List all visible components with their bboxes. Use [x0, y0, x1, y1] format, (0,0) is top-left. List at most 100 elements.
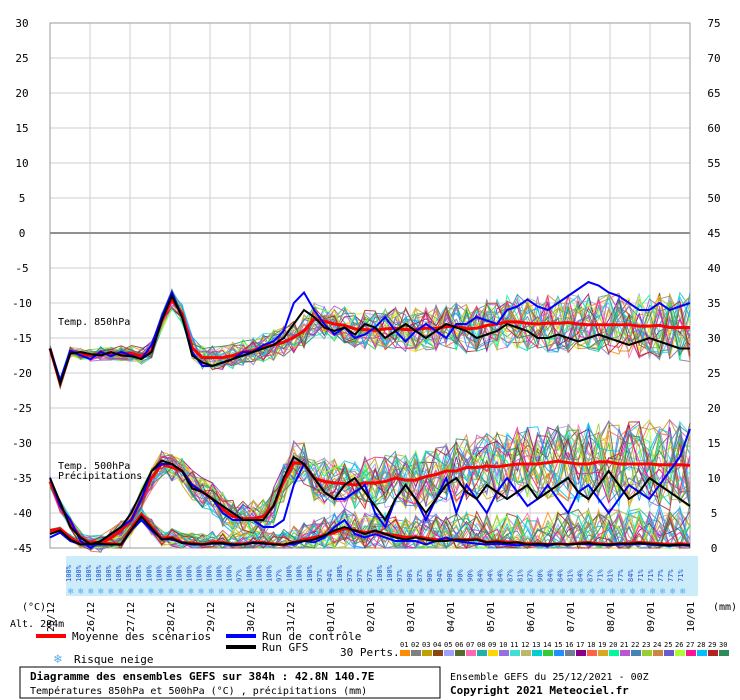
snow-risk-value: 100%: [185, 564, 193, 582]
x-tick-label: 25/12: [46, 602, 57, 632]
snow-risk-value: 81%: [516, 569, 524, 582]
left-tick-label: -10: [12, 297, 32, 310]
footer-title-box: [19, 666, 441, 699]
snow-risk-value: 100%: [165, 564, 173, 582]
right-tick-label: 5: [711, 507, 718, 520]
snow-risk-flake: ❄: [279, 587, 285, 597]
precip-panel-label: Précipitations: [58, 470, 142, 482]
member-swatch: [587, 650, 597, 656]
snow-risk-value: 87%: [416, 569, 424, 582]
member-id: 24: [653, 641, 661, 649]
right-tick-label: 70: [707, 52, 720, 65]
snow-risk-value: 94%: [436, 569, 444, 582]
series-line-t850: [49, 293, 690, 387]
snow-risk-flake: ❄: [138, 587, 144, 597]
member-swatch: [686, 650, 696, 656]
snow-risk-value: 87%: [587, 569, 595, 582]
left-tick-label: -35: [12, 472, 32, 485]
snow-risk-flake: ❄: [429, 587, 435, 597]
legend-mean-label: Moyenne des scénarios: [72, 630, 211, 643]
series-line-t850: [49, 280, 691, 384]
snow-risk-flake: ❄: [78, 587, 84, 597]
snow-risk-flake: ❄: [98, 587, 104, 597]
snow-risk-value: 97%: [346, 569, 354, 582]
snow-risk-flake: ❄: [198, 587, 204, 597]
snow-risk-flake: ❄: [620, 587, 626, 597]
left-tick-label: -15: [12, 332, 32, 345]
snow-risk-flake: ❄: [580, 587, 586, 597]
right-tick-label: 75: [707, 17, 720, 30]
series-line-t500: [49, 455, 691, 546]
t500-panel-label: Temp. 500hPa: [58, 461, 130, 472]
snow-risk-value: 100%: [75, 564, 83, 582]
member-swatch: [510, 650, 520, 656]
x-tick-label: 08/01: [606, 602, 617, 632]
left-tick-label: 30: [15, 17, 28, 30]
right-tick-label: 40: [707, 262, 720, 275]
snow-risk-value: 100%: [286, 564, 294, 582]
snow-risk-flake: ❄: [670, 587, 676, 597]
member-swatch: [532, 650, 542, 656]
snow-risk-flake: ❄: [249, 587, 255, 597]
legend-snow-label: Risque neige: [74, 653, 153, 666]
member-id: 12: [521, 641, 529, 649]
snow-risk-flake: ❄: [409, 587, 415, 597]
x-tick-label: 31/12: [286, 602, 297, 632]
snow-risk-flake: ❄: [229, 587, 235, 597]
x-tick-label: 04/01: [446, 602, 457, 632]
snow-risk-flake: ❄: [610, 587, 616, 597]
snow-risk-value: 97%: [316, 569, 324, 582]
member-swatch: [411, 650, 421, 656]
snow-risk-flake: ❄: [379, 587, 385, 597]
snow-risk-value: 100%: [205, 564, 213, 582]
x-tick-label: 27/12: [126, 602, 137, 632]
snow-risk-value: 94%: [326, 569, 334, 582]
member-id: 18: [587, 641, 595, 649]
member-swatch: [521, 650, 531, 656]
member-id: 25: [664, 641, 672, 649]
snow-risk-flake: ❄: [208, 587, 214, 597]
left-tick-label: 15: [15, 122, 28, 135]
snow-risk-flake: ❄: [88, 587, 94, 597]
left-axis-ticks: 30 25 20 15 10 5 0 -5 -10 -15 -20 -25 -30 -35 -40 -45: [12, 17, 32, 555]
snow-risk-flake: ❄: [359, 587, 365, 597]
member-id: 13: [532, 641, 540, 649]
member-swatch: [400, 650, 410, 656]
snow-risk-value: 84%: [496, 569, 504, 582]
member-line-t500: [49, 421, 691, 553]
snow-risk-value: 90%: [456, 569, 464, 582]
snow-risk-flake: ❄: [499, 587, 505, 597]
member-id: 16: [565, 641, 573, 649]
snow-risk-value: 90%: [406, 569, 414, 582]
snow-risk-flake: ❄: [540, 587, 546, 597]
x-tick-label: 07/01: [566, 602, 577, 632]
member-id: 20: [609, 641, 617, 649]
snow-risk-flake: ❄: [419, 587, 425, 597]
snow-risk-value: 84%: [577, 569, 585, 582]
main-series: [48, 280, 691, 550]
member-line-t500: [49, 424, 691, 551]
snow-risk-flake: ❄: [329, 587, 335, 597]
x-tick-label: 09/01: [646, 602, 657, 632]
member-id: 07: [466, 641, 474, 649]
snow-risk-flake: ❄: [399, 587, 405, 597]
member-id: 01: [400, 641, 408, 649]
right-axis-unit: (mm): [713, 602, 737, 613]
x-tick-label: 10/01: [686, 602, 697, 632]
member-swatch: [455, 650, 465, 656]
snow-risk-value: 100%: [155, 564, 163, 582]
snow-risk-value: 84%: [627, 569, 635, 582]
member-id: 21: [620, 641, 628, 649]
member-swatch: [598, 650, 608, 656]
snow-risk-value: 77%: [617, 569, 625, 582]
snowflake-icon: ❄: [53, 652, 62, 667]
snow-risk-value: 87%: [506, 569, 514, 582]
snow-risk-flake: ❄: [439, 587, 445, 597]
snow-risk-value: 71%: [647, 569, 655, 582]
snow-risk-value: 97%: [236, 569, 244, 582]
member-id: 11: [510, 641, 518, 649]
member-swatch: [653, 650, 663, 656]
snow-risk-flake: ❄: [660, 587, 666, 597]
series-line-precip: [49, 514, 691, 547]
snow-risk-flake: ❄: [369, 587, 375, 597]
